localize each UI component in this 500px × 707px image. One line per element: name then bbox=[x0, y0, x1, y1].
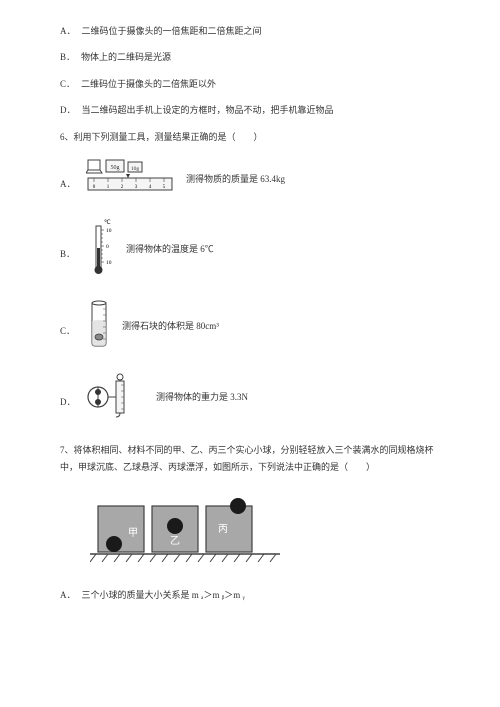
balance-scale-diagram: 50g 10g 0 1 2 3 4 5 bbox=[86, 158, 176, 200]
spring-scale-diagram bbox=[86, 371, 146, 423]
prev-option-b: B． 物体上的二维码是光源 bbox=[60, 50, 440, 64]
option-label: B． bbox=[60, 50, 75, 64]
prev-option-a: A． 二维码位于摄像头的一倍焦距和二倍焦距之间 bbox=[60, 24, 440, 38]
q7-option-a: A． 三个小球的质量大小关系是 m ₐ＞m ᵦ＞m ᵧ bbox=[60, 588, 440, 602]
prev-option-d: D． 当二维码超出手机上设定的方框时，物品不动，把手机靠近物品 bbox=[60, 103, 440, 117]
q7-stem: 7、将体积相同、材料不同的甲、乙、丙三个实心小球，分别轻轻放入三个装满水的同规格… bbox=[60, 442, 440, 476]
option-text: 测得物体的重力是 3.3N bbox=[156, 390, 248, 404]
prev-option-c: C． 二维码位于摄像头的二倍焦距以外 bbox=[60, 77, 440, 91]
svg-text:10g: 10g bbox=[131, 166, 140, 172]
option-label: B． bbox=[60, 237, 76, 261]
q6-option-a: A． 50g 10g 0 1 2 3 4 5 测得物质的质量 bbox=[60, 158, 440, 200]
option-text: 二维码位于摄像头的一倍焦距和二倍焦距之间 bbox=[82, 24, 262, 38]
svg-text:0: 0 bbox=[106, 244, 109, 250]
option-label: C． bbox=[60, 314, 76, 338]
option-text: 测得物体的温度是 6℃ bbox=[126, 242, 214, 256]
cylinder-diagram bbox=[86, 299, 112, 353]
beakers-diagram: 甲 乙 丙 bbox=[90, 492, 440, 568]
option-label: C． bbox=[60, 77, 75, 91]
q6-option-c: C． 测得石块的体积是 80cm³ bbox=[60, 299, 440, 353]
option-text: 测得物质的质量是 63.4kg bbox=[186, 172, 285, 186]
option-text: 测得石块的体积是 80cm³ bbox=[122, 319, 219, 333]
option-label: D． bbox=[60, 385, 76, 409]
svg-text:甲: 甲 bbox=[128, 528, 138, 539]
option-label: A． bbox=[60, 588, 76, 602]
svg-text:丙: 丙 bbox=[218, 524, 228, 535]
option-text: 三个小球的质量大小关系是 m ₐ＞m ᵦ＞m ᵧ bbox=[82, 588, 245, 602]
svg-text:10: 10 bbox=[106, 260, 112, 266]
option-label: D． bbox=[60, 103, 76, 117]
option-text: 物体上的二维码是光源 bbox=[81, 50, 171, 64]
q6-option-b: B． ℃ 10 0 10 测得物体的温度是 6℃ bbox=[60, 218, 440, 280]
q6-option-d: D． 测得物体的重力是 3.3N bbox=[60, 371, 440, 423]
thermometer-diagram: ℃ 10 0 10 bbox=[86, 218, 116, 280]
q6-stem: 6、利用下列测量工具，测量结果正确的是（ ） bbox=[60, 130, 440, 144]
svg-text:50g: 50g bbox=[111, 165, 120, 171]
option-label: A． bbox=[60, 24, 76, 38]
option-text: 二维码位于摄像头的二倍焦距以外 bbox=[81, 77, 216, 91]
svg-text:℃: ℃ bbox=[104, 220, 111, 226]
option-label: A． bbox=[60, 167, 76, 191]
svg-text:10: 10 bbox=[106, 228, 112, 234]
option-text: 当二维码超出手机上设定的方框时，物品不动，把手机靠近物品 bbox=[82, 103, 334, 117]
svg-text:乙: 乙 bbox=[170, 535, 180, 547]
